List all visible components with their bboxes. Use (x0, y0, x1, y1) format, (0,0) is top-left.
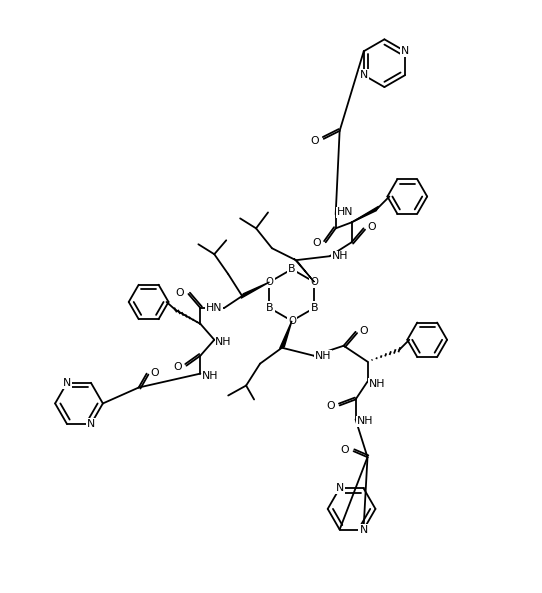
Text: N: N (359, 525, 367, 534)
Text: N: N (87, 419, 95, 429)
Polygon shape (280, 321, 292, 349)
Text: O: O (340, 445, 349, 455)
Text: O: O (312, 238, 321, 248)
Text: N: N (63, 378, 71, 388)
Text: N: N (335, 483, 344, 493)
Text: B: B (266, 303, 273, 313)
Text: O: O (176, 288, 184, 298)
Text: O: O (359, 326, 368, 336)
Text: N: N (401, 46, 409, 56)
Text: NH: NH (315, 350, 331, 361)
Text: O: O (310, 277, 318, 287)
Text: NH: NH (332, 251, 348, 261)
Text: O: O (310, 136, 319, 146)
Polygon shape (352, 206, 379, 222)
Text: O: O (151, 368, 159, 378)
Text: NH: NH (369, 378, 385, 388)
Polygon shape (294, 259, 314, 282)
Text: HN: HN (337, 208, 353, 218)
Text: NH: NH (215, 337, 232, 347)
Text: O: O (266, 277, 274, 287)
Text: HN: HN (337, 208, 353, 218)
Text: O: O (174, 362, 183, 372)
Text: NH: NH (357, 416, 373, 426)
Polygon shape (241, 282, 269, 298)
Text: O: O (288, 316, 296, 326)
Text: NH: NH (202, 371, 219, 381)
Text: HN: HN (206, 303, 222, 313)
Text: N: N (359, 70, 368, 80)
Text: B: B (311, 303, 318, 313)
Text: O: O (367, 222, 376, 232)
Text: O: O (326, 401, 334, 412)
Text: B: B (288, 264, 295, 274)
